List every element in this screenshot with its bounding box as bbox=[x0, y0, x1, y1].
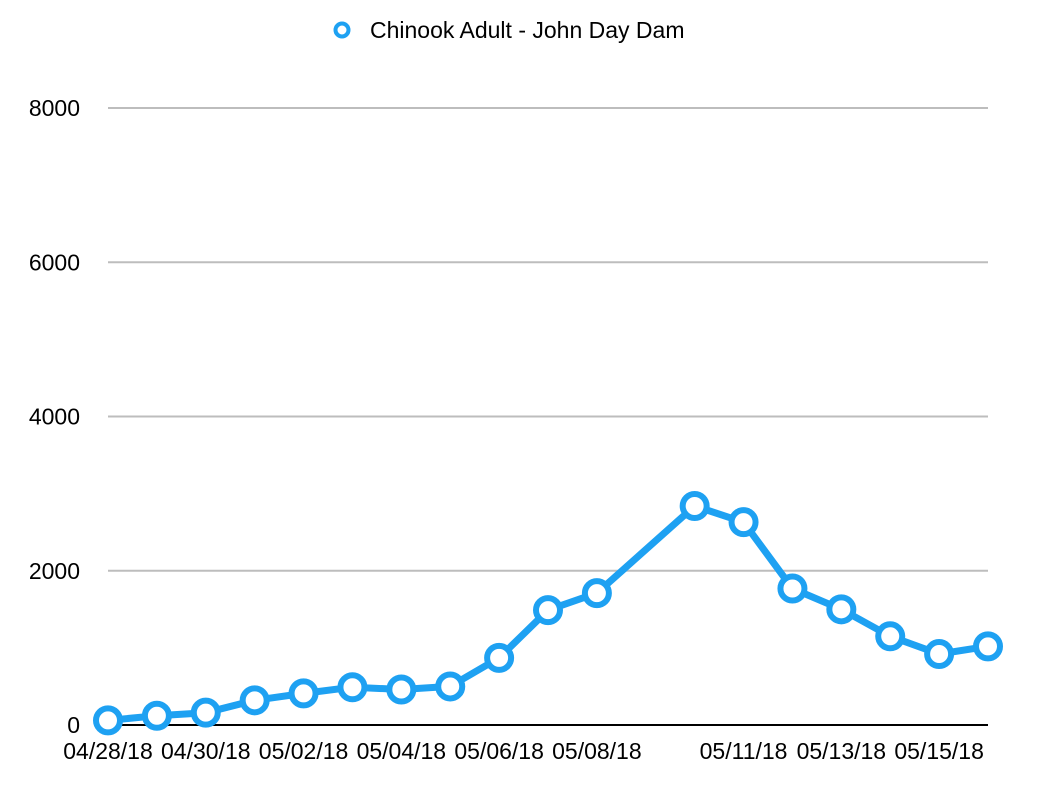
data-point bbox=[435, 671, 466, 702]
data-point bbox=[190, 697, 221, 728]
legend-marker bbox=[333, 21, 351, 39]
y-tick-label: 8000 bbox=[29, 95, 80, 121]
legend: Chinook Adult - John Day Dam bbox=[333, 17, 685, 43]
x-tick-label: 05/06/18 bbox=[454, 738, 544, 764]
data-point bbox=[728, 507, 759, 538]
data-point bbox=[386, 674, 417, 705]
data-point bbox=[337, 672, 368, 703]
x-tick-label: 04/30/18 bbox=[161, 738, 251, 764]
y-tick-label: 4000 bbox=[29, 404, 80, 430]
series-layer bbox=[93, 490, 1003, 736]
legend-label: Chinook Adult - John Day Dam bbox=[370, 17, 685, 43]
data-point bbox=[581, 578, 612, 609]
data-point bbox=[533, 595, 563, 626]
data-point bbox=[924, 639, 955, 670]
data-point bbox=[777, 573, 808, 604]
data-point bbox=[679, 490, 710, 521]
data-point bbox=[973, 631, 1003, 662]
data-point bbox=[826, 594, 857, 625]
x-tick-label: 05/02/18 bbox=[259, 738, 349, 764]
x-tick-label: 05/11/18 bbox=[700, 738, 788, 764]
x-axis: 04/28/18 04/30/18 05/02/18 05/04/18 05/06/18… bbox=[63, 724, 988, 764]
y-tick-label: 2000 bbox=[29, 558, 80, 584]
x-tick-label: 05/15/18 bbox=[894, 738, 984, 764]
x-tick-label: 05/04/18 bbox=[357, 738, 447, 764]
gridlines bbox=[108, 107, 988, 572]
data-point bbox=[93, 705, 123, 736]
data-point bbox=[484, 642, 515, 673]
y-tick-label: 0 bbox=[67, 712, 80, 738]
x-tick-label: 05/13/18 bbox=[797, 738, 887, 764]
y-axis: 0 2000 4000 6000 8000 bbox=[29, 95, 80, 738]
data-point bbox=[875, 621, 906, 652]
x-tick-label: 05/08/18 bbox=[552, 738, 642, 764]
data-point bbox=[141, 700, 172, 731]
y-tick-label: 6000 bbox=[29, 249, 80, 275]
data-point bbox=[288, 678, 319, 709]
x-tick-label: 04/28/18 bbox=[63, 738, 153, 764]
data-point bbox=[239, 685, 270, 716]
